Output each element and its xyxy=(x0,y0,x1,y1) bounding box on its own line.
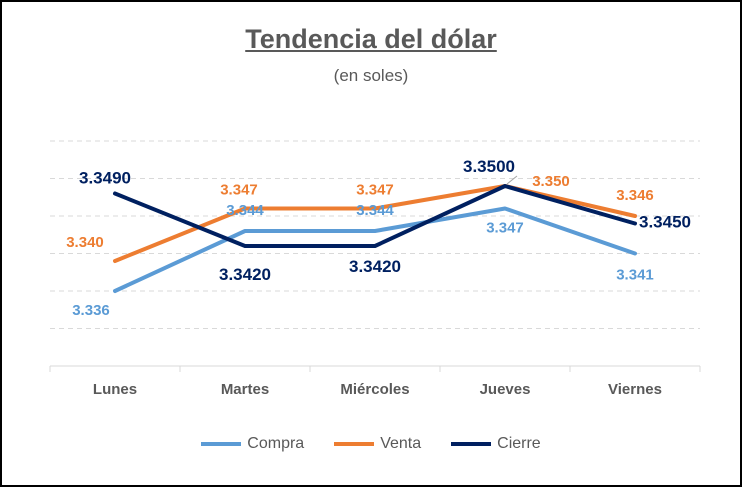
chart-subtitle: (en soles) xyxy=(333,66,409,85)
x-tick-label: Lunes xyxy=(93,381,137,398)
legend-swatch-compra xyxy=(201,442,242,446)
label-leader-line xyxy=(506,175,518,185)
chart-title: Tendencia del dólar xyxy=(245,24,497,54)
legend-item-cierre: Cierre xyxy=(451,435,541,453)
legend-label-cierre: Cierre xyxy=(497,435,541,452)
data-label-cierre: 3.3490 xyxy=(79,169,131,188)
data-label-venta: 3.346 xyxy=(616,187,654,204)
legend-label-compra: Compra xyxy=(247,435,305,452)
series-line-compra xyxy=(113,206,637,293)
x-tick-label: Miércoles xyxy=(340,381,409,398)
legend-item-compra: Compra xyxy=(201,435,304,453)
data-label-cierre: 3.3420 xyxy=(219,265,271,284)
x-tick-label: Jueves xyxy=(480,381,531,398)
legend-label-venta: Venta xyxy=(380,435,422,452)
data-label-cierre: 3.3500 xyxy=(463,157,515,176)
x-tick-label: Martes xyxy=(221,381,269,398)
legend-swatch-cierre xyxy=(451,442,492,446)
data-label-cierre: 3.3420 xyxy=(349,257,401,276)
x-tick-label: Viernes xyxy=(608,381,662,398)
data-label-venta: 3.350 xyxy=(532,173,570,190)
data-label-cierre: 3.3450 xyxy=(639,213,691,232)
legend-swatch-venta xyxy=(334,442,375,446)
data-label-venta: 3.347 xyxy=(356,182,394,199)
data-label-compra: 3.344 xyxy=(356,202,394,219)
legend-item-venta: Venta xyxy=(334,435,421,453)
data-label-compra: 3.347 xyxy=(486,220,524,237)
data-label-venta: 3.340 xyxy=(66,234,104,251)
data-label-compra: 3.336 xyxy=(72,302,110,319)
data-label-venta: 3.347 xyxy=(220,182,258,199)
legend: Compra Venta Cierre xyxy=(2,435,740,453)
data-label-compra: 3.341 xyxy=(616,267,654,284)
data-label-compra: 3.344 xyxy=(226,202,264,219)
series-line-cierre xyxy=(113,184,637,248)
series-line-venta xyxy=(113,184,637,263)
